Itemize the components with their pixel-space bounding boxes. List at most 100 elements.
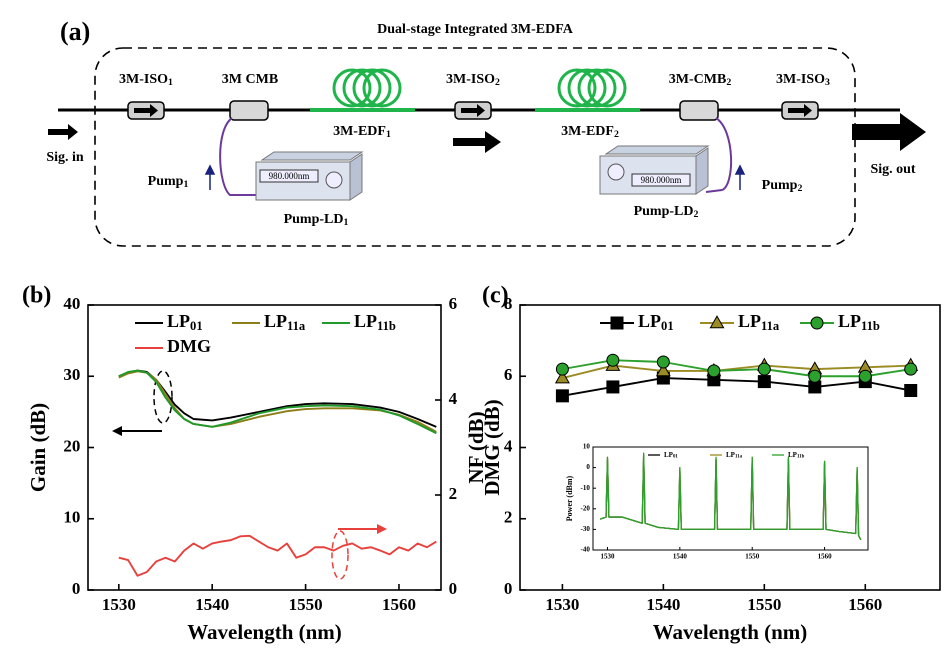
x-axis-label: Wavelength (nm) bbox=[653, 620, 808, 644]
series-line bbox=[562, 359, 911, 378]
axis-annotation bbox=[112, 370, 387, 580]
x-tick-label: 1540 bbox=[195, 595, 229, 614]
marker bbox=[810, 316, 824, 330]
chart: 1530 1540 1550 1560 0 10 20 30 40 0 2 4 6 Wavelength … bbox=[22, 283, 504, 644]
x-tick-label: 1560 bbox=[382, 595, 416, 614]
series-line bbox=[600, 452, 862, 541]
x-tick-label: 1550 bbox=[289, 595, 323, 614]
component-label: 3M-CMB2 bbox=[669, 72, 732, 88]
marker bbox=[757, 362, 771, 376]
isolator-arrow bbox=[134, 104, 812, 117]
y-tick-label: 40 bbox=[63, 294, 80, 313]
y-tick-label: 4 bbox=[504, 436, 513, 455]
laser-label: Pump-LD2 bbox=[634, 204, 699, 220]
diagram-title: Dual-stage Integrated 3M-EDFA bbox=[377, 22, 574, 37]
laser-display: 980.000nm bbox=[641, 175, 682, 185]
marker bbox=[707, 364, 721, 378]
diagram: (a) Dual-stage Integrated 3M-EDFA 3M-ISO… bbox=[46, 17, 926, 247]
plot-frame bbox=[592, 446, 869, 551]
y-axis-label: Gain (dB) bbox=[26, 403, 50, 492]
legend-label: LP11b bbox=[838, 311, 880, 333]
component-label: 3M-ISO1 bbox=[119, 72, 173, 88]
y-tick-label: 10 bbox=[63, 508, 80, 527]
y-axis-label: NF (dB) bbox=[464, 411, 488, 483]
marker bbox=[656, 355, 670, 369]
marker bbox=[904, 362, 918, 376]
signal-arrow bbox=[48, 113, 926, 153]
x-tick-label: 1550 bbox=[747, 595, 781, 614]
marker bbox=[709, 315, 725, 329]
laser-display: 980.000nm bbox=[269, 171, 310, 181]
y-tick-label: 2 bbox=[504, 508, 513, 527]
x-tick-label: 1530 bbox=[600, 552, 615, 560]
chart: 1530 1540 1550 1560 0 2 4 6 8 Wavelength (nm) NF (… bbox=[464, 283, 941, 644]
series-line bbox=[118, 370, 437, 433]
x-tick-label: 1540 bbox=[646, 595, 680, 614]
y-tick-label: -40 bbox=[581, 546, 591, 554]
combiner bbox=[229, 100, 719, 121]
x-tick-label: 1530 bbox=[102, 595, 136, 614]
series-line bbox=[118, 369, 437, 435]
component-label: 3M-ISO2 bbox=[446, 72, 500, 88]
legend-label: LP11b bbox=[788, 451, 805, 460]
marker bbox=[757, 375, 771, 389]
marker bbox=[858, 369, 872, 383]
y2-tick-label: 2 bbox=[449, 484, 458, 503]
y2-tick-label: 4 bbox=[449, 389, 458, 408]
x-tick-label: 1540 bbox=[673, 552, 688, 560]
panel-label: (a) bbox=[60, 17, 90, 46]
component-label: 3M-ISO3 bbox=[776, 72, 830, 88]
marker bbox=[904, 384, 918, 397]
y-tick-label: 6 bbox=[504, 365, 513, 384]
marker bbox=[808, 369, 822, 383]
y2-tick-label: 6 bbox=[449, 294, 458, 313]
legend-label: LP01 bbox=[167, 311, 203, 333]
module-outline bbox=[94, 47, 856, 247]
y2-axis-label: DMG (dB) bbox=[480, 399, 504, 495]
y-tick-label: 30 bbox=[63, 365, 80, 384]
y-tick-label: -20 bbox=[581, 504, 591, 512]
y-tick-label: 0 bbox=[504, 579, 513, 598]
y-tick-label: 0 bbox=[72, 579, 81, 598]
legend-label: LP01 bbox=[664, 451, 678, 460]
y-tick-label: 8 bbox=[504, 294, 513, 313]
legend-label: DMG bbox=[167, 336, 211, 356]
marker bbox=[555, 389, 569, 403]
legend-label: LP11a bbox=[726, 451, 743, 460]
legend-label: LP11a bbox=[264, 311, 306, 333]
y-axis-label: Power (dBm) bbox=[565, 475, 574, 521]
x-tick-label: 1560 bbox=[818, 552, 833, 560]
y2-tick-label: 0 bbox=[449, 579, 458, 598]
x-tick-label: 1530 bbox=[545, 595, 579, 614]
panel-label: (c) bbox=[482, 283, 509, 309]
series-line bbox=[562, 377, 911, 397]
y-tick-label: -30 bbox=[581, 525, 591, 533]
y-tick-label: 10 bbox=[583, 443, 591, 451]
legend-label: LP01 bbox=[638, 311, 674, 333]
laser-label: Pump-LD1 bbox=[284, 212, 349, 228]
x-axis-label: Wavelength (nm) bbox=[187, 620, 342, 644]
pump-fiber bbox=[219, 117, 732, 196]
pump-label: Pump2 bbox=[762, 178, 803, 194]
marker bbox=[606, 380, 620, 394]
signal-label: Sig. in bbox=[46, 150, 84, 165]
pump-laser bbox=[255, 145, 710, 201]
marker bbox=[606, 353, 620, 367]
component-label: 3M-EDF1 bbox=[333, 124, 391, 140]
edf-coil bbox=[332, 68, 627, 108]
component-label: 3M-EDF2 bbox=[561, 124, 619, 140]
y-tick-label: 0 bbox=[586, 463, 590, 471]
x-tick-label: 1550 bbox=[745, 552, 760, 560]
marker bbox=[554, 370, 570, 384]
y-tick-label: 20 bbox=[63, 436, 80, 455]
y-tick-label: -10 bbox=[581, 484, 591, 492]
legend-label: LP11a bbox=[738, 311, 780, 333]
series-line bbox=[562, 364, 911, 379]
series-line bbox=[118, 534, 437, 577]
panel-label: (b) bbox=[22, 283, 51, 309]
marker bbox=[610, 316, 624, 330]
pump-label: Pump1 bbox=[148, 174, 189, 190]
legend-label: LP11b bbox=[354, 311, 396, 333]
x-tick-label: 1560 bbox=[848, 595, 882, 614]
